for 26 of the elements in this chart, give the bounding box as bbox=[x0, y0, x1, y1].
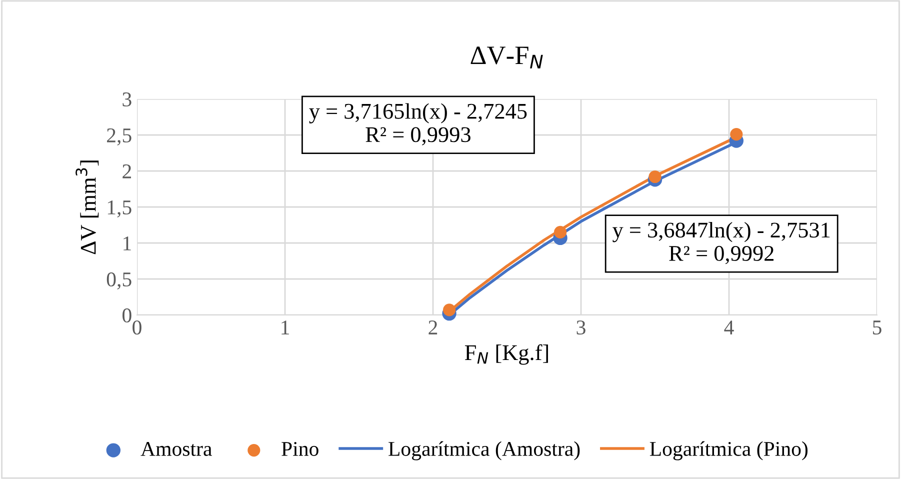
x-axis-title: F$_{N}$ [Kg.f] bbox=[464, 344, 548, 365]
x-tick-label: 1 bbox=[282, 320, 289, 334]
point bbox=[442, 304, 456, 316]
y-tick-label: 1 bbox=[124, 236, 131, 250]
legend-label: Pino bbox=[282, 442, 318, 456]
chart-title: ΔV-F$_{N}$ bbox=[470, 46, 543, 68]
x-tick-label: 5 bbox=[873, 320, 882, 335]
legend-label: Logarítmica (Pino) bbox=[650, 441, 808, 460]
annotation: y = 3,6847ln(x) - 2,7531 R² = 0,9992 bbox=[612, 222, 830, 264]
x-tick-label: 0 bbox=[132, 320, 142, 335]
point bbox=[730, 128, 743, 141]
x-tick-label: 3 bbox=[576, 320, 586, 335]
legend-label: Logarítmica (Amostra) bbox=[388, 441, 580, 460]
point bbox=[554, 226, 567, 238]
y-axis-title: ΔV [mm$^{3}$] bbox=[76, 160, 99, 254]
x-tick-label: 4 bbox=[724, 320, 734, 334]
y-tick-label: 2 bbox=[122, 164, 131, 178]
y-tick-label: 3 bbox=[122, 92, 132, 106]
y-tick-label: 0,5 bbox=[106, 272, 132, 290]
y-tick-label: 1,5 bbox=[108, 200, 132, 218]
annotation: y = 3,7165ln(x) - 2,7245 R² = 0,9993 bbox=[309, 103, 527, 146]
point bbox=[648, 170, 662, 184]
legend-label: Amostra bbox=[140, 442, 212, 456]
y-tick-label: 0 bbox=[122, 308, 132, 322]
y-tick-label: 2,5 bbox=[107, 128, 132, 146]
x-tick-label: 2 bbox=[428, 320, 438, 334]
